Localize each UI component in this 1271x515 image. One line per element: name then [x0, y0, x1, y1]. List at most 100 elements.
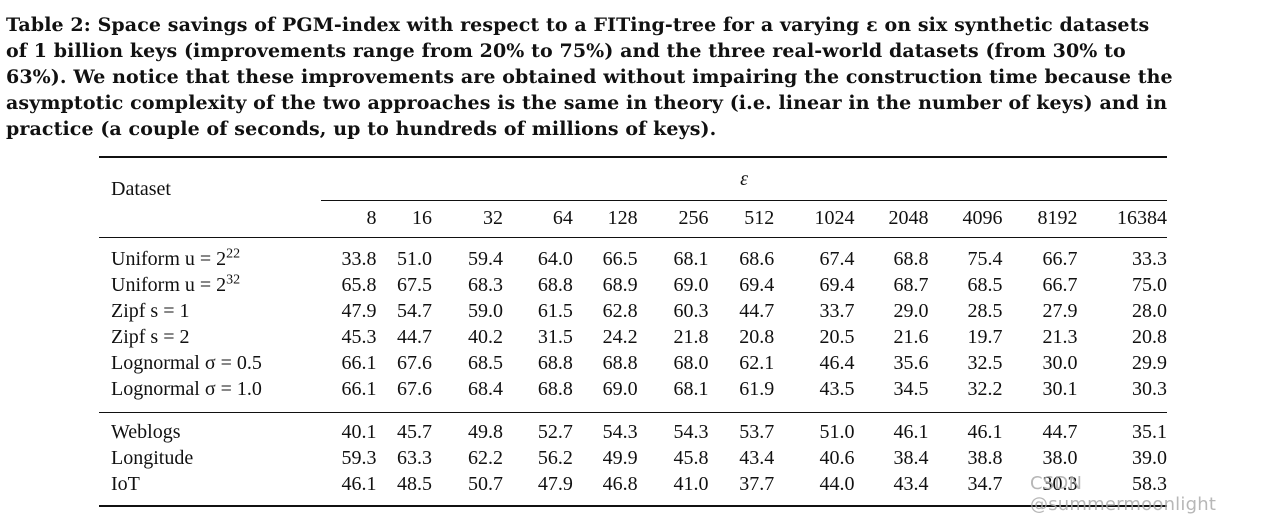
- space-saving-cell: 34.7: [967, 473, 1003, 495]
- space-saving-cell: 40.2: [467, 326, 503, 348]
- space-saving-cell: 68.8: [537, 274, 573, 296]
- space-saving-cell: 61.9: [739, 378, 775, 400]
- space-saving-cell: 45.8: [673, 447, 709, 469]
- dataset-label: IoT: [111, 473, 140, 495]
- epsilon-value-header: 8: [366, 207, 377, 229]
- space-saving-cell: 67.4: [819, 248, 855, 270]
- space-saving-cell: 60.3: [673, 300, 709, 322]
- space-saving-cell: 59.0: [467, 300, 503, 322]
- space-saving-cell: 62.1: [739, 352, 775, 374]
- dataset-label: Lognormal σ = 1.0: [111, 378, 262, 400]
- space-saving-cell: 53.7: [739, 421, 775, 443]
- watermark: CSDN @summermoonlight: [1030, 473, 1217, 515]
- space-saving-cell: 68.4: [467, 378, 503, 400]
- space-saving-cell: 44.7: [397, 326, 433, 348]
- space-saving-cell: 38.4: [893, 447, 929, 469]
- dataset-label: Weblogs: [111, 421, 181, 443]
- dataset-label-exponent: 22: [226, 246, 241, 262]
- dataset-label: Lognormal σ = 0.5: [111, 352, 262, 374]
- space-saving-cell: 27.9: [1042, 300, 1078, 322]
- dataset-name-cell: Uniform u = 232: [99, 272, 321, 298]
- epsilon-value-header: 256: [678, 207, 709, 229]
- space-saving-cell: 61.5: [537, 300, 573, 322]
- table-row: Uniform u = 232 65.8 67.5 68.3 68.8 68.9 69.0 6…: [99, 272, 1167, 298]
- space-saving-cell: 31.5: [537, 326, 573, 348]
- table-row: Longitude 59.3 63.3 62.2 56.2 49.9 45.8 43.4 40.…: [99, 445, 1167, 471]
- space-saving-cell: 40.1: [341, 421, 377, 443]
- space-saving-cell: 32.2: [967, 378, 1003, 400]
- space-saving-cell: 68.5: [967, 274, 1003, 296]
- space-saving-cell: 50.7: [467, 473, 503, 495]
- space-saving-cell: 67.6: [397, 378, 433, 400]
- space-saving-cell: 28.0: [1132, 300, 1167, 322]
- space-saving-cell: 38.8: [967, 447, 1003, 469]
- space-saving-cell: 66.7: [1042, 274, 1078, 296]
- space-saving-cell: 19.7: [967, 326, 1003, 348]
- table-row: Zipf s = 2 45.3 44.7 40.2 31.5 24.2 21.8 20.8 20…: [99, 324, 1167, 350]
- table-caption: Table 2: Space savings of PGM-index with…: [6, 12, 1264, 142]
- dataset-name-cell: Lognormal σ = 0.5: [99, 350, 321, 376]
- space-savings-table: Dataset ε 8 16 32 64 128 256 512 1024 2048 4096 81…: [99, 156, 1167, 507]
- space-saving-cell: 39.0: [1132, 447, 1167, 469]
- space-saving-cell: 66.7: [1042, 248, 1078, 270]
- space-saving-cell: 64.0: [537, 248, 573, 270]
- dataset-name-cell: Zipf s = 2: [99, 324, 321, 350]
- space-saving-cell: 34.5: [893, 378, 929, 400]
- dataset-column-header: Dataset: [111, 178, 171, 200]
- space-saving-cell: 20.8: [739, 326, 775, 348]
- table-row: Uniform u = 222 33.8 51.0 59.4 64.0 66.5 68.1 6…: [99, 237, 1167, 273]
- space-saving-cell: 65.8: [341, 274, 377, 296]
- space-saving-cell: 44.7: [1042, 421, 1078, 443]
- space-saving-cell: 46.1: [893, 421, 929, 443]
- dataset-name-cell: Weblogs: [99, 413, 321, 446]
- space-saving-cell: 68.8: [537, 378, 573, 400]
- space-saving-cell: 35.6: [893, 352, 929, 374]
- space-saving-cell: 67.6: [397, 352, 433, 374]
- dataset-label: Uniform u = 2: [111, 274, 227, 296]
- caption-line-5: practice (a couple of seconds, up to hun…: [6, 118, 717, 140]
- space-saving-cell: 68.8: [893, 248, 929, 270]
- space-saving-cell: 68.7: [893, 274, 929, 296]
- space-saving-cell: 67.5: [397, 274, 433, 296]
- space-saving-cell: 66.5: [602, 248, 638, 270]
- space-saving-cell: 69.0: [602, 378, 638, 400]
- space-saving-cell: 56.2: [537, 447, 573, 469]
- space-saving-cell: 21.3: [1042, 326, 1078, 348]
- space-saving-cell: 30.1: [1042, 378, 1078, 400]
- dataset-label: Zipf s = 2: [111, 326, 190, 348]
- epsilon-value-header: 2048: [888, 207, 929, 229]
- space-saving-cell: 45.7: [397, 421, 433, 443]
- dataset-name-cell: Uniform u = 222: [99, 238, 321, 273]
- epsilon-value-header: 1024: [814, 207, 855, 229]
- caption-line-4: asymptotic complexity of the two approac…: [6, 92, 1168, 114]
- space-saving-cell: 51.0: [397, 248, 433, 270]
- space-saving-cell: 43.4: [893, 473, 929, 495]
- space-saving-cell: 28.5: [967, 300, 1003, 322]
- space-saving-cell: 66.1: [341, 378, 377, 400]
- space-saving-cell: 75.0: [1132, 274, 1167, 296]
- space-saving-cell: 46.1: [967, 421, 1003, 443]
- space-saving-cell: 49.8: [467, 421, 503, 443]
- space-saving-cell: 47.9: [341, 300, 377, 322]
- space-saving-cell: 48.5: [397, 473, 433, 495]
- space-saving-cell: 21.6: [893, 326, 929, 348]
- dataset-name-cell: IoT: [99, 471, 321, 506]
- space-saving-cell: 63.3: [397, 447, 433, 469]
- dataset-label-exponent: 32: [226, 272, 241, 288]
- space-saving-cell: 30.3: [1132, 378, 1167, 400]
- space-saving-cell: 68.5: [467, 352, 503, 374]
- table-row: IoT 46.1 48.5 50.7 47.9 46.8 41.0 37.7 44.0 43.4 3…: [99, 471, 1167, 506]
- space-saving-cell: 68.1: [673, 378, 709, 400]
- space-saving-cell: 59.4: [467, 248, 503, 270]
- real-world-datasets-section: Weblogs 40.1 45.7 49.8 52.7 54.3 54.3 53.7 51.0 4…: [99, 412, 1167, 506]
- space-saving-cell: 68.3: [467, 274, 503, 296]
- results-table: Dataset ε 8 16 32 64 128 256 512 1024 2048 4096 81…: [99, 156, 1167, 507]
- space-saving-cell: 20.8: [1132, 326, 1167, 348]
- header-row-epsilon-values: 8 16 32 64 128 256 512 1024 2048 4096 8192 16384: [99, 201, 1167, 238]
- table-row: Lognormal σ = 0.5 66.1 67.6 68.5 68.8 68.8 68.…: [99, 350, 1167, 376]
- space-saving-cell: 52.7: [537, 421, 573, 443]
- space-saving-cell: 29.0: [893, 300, 929, 322]
- space-saving-cell: 37.7: [739, 473, 775, 495]
- dataset-name-cell: Lognormal σ = 1.0: [99, 376, 321, 413]
- caption-line-3: 63%). We notice that these improvements …: [6, 66, 1173, 88]
